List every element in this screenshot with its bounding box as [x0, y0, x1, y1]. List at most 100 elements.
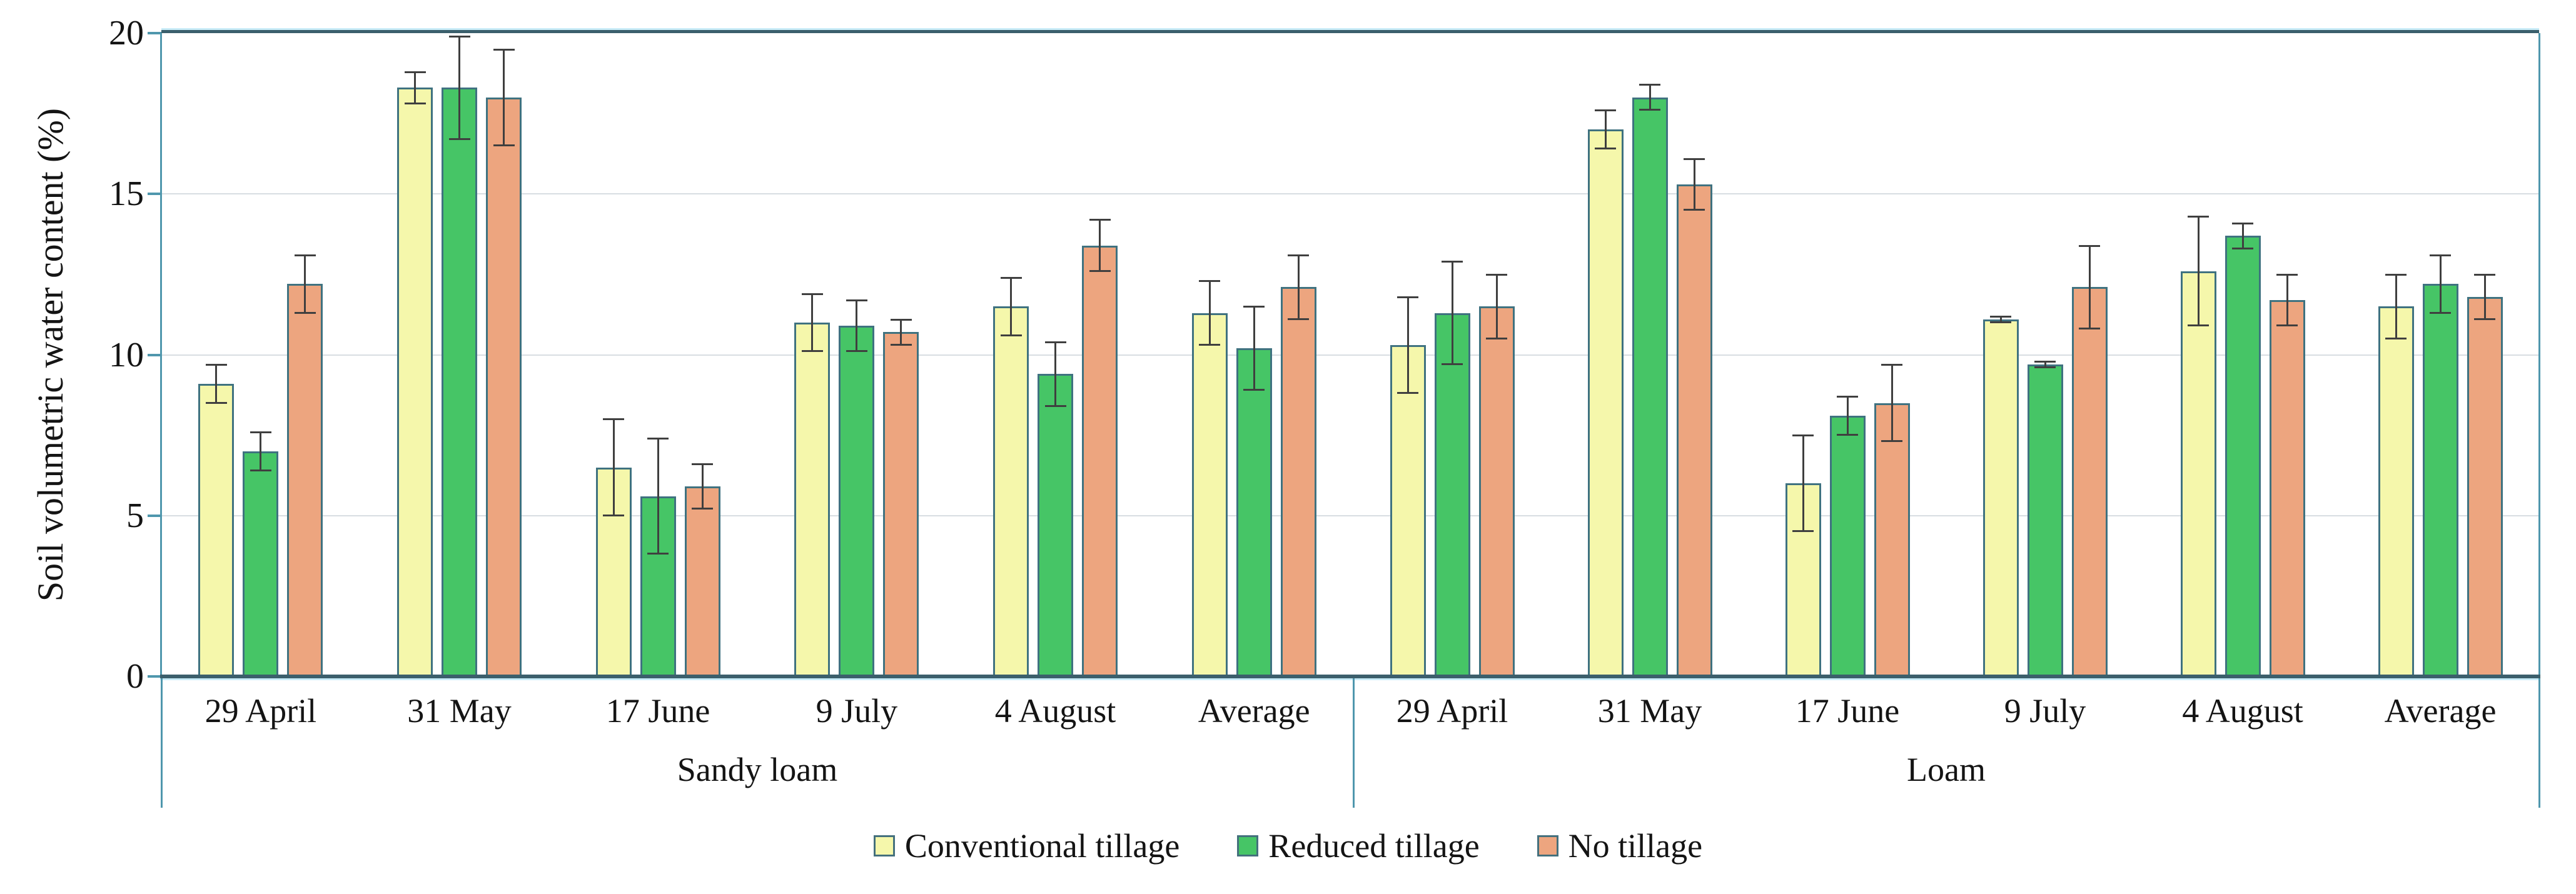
error-bar-cap — [1442, 261, 1463, 263]
y-tick-mark — [148, 514, 161, 517]
category-separator — [161, 676, 163, 808]
error-bar-cap — [448, 138, 470, 140]
y-tick-label: 5 — [126, 496, 144, 535]
error-bar-line — [458, 36, 460, 139]
error-bar-cap — [1486, 273, 1507, 276]
error-bar-cap — [2079, 244, 2100, 247]
error-bar-cap — [448, 36, 470, 38]
error-bar-line — [215, 364, 218, 403]
error-bar-cap — [1837, 434, 1858, 436]
error-bar-line — [1693, 158, 1695, 210]
error-bar-cap — [2474, 273, 2495, 276]
legend-swatch-reduced-tillage — [1237, 835, 1259, 856]
legend: Conventional tillage Reduced tillage No … — [0, 824, 2576, 868]
legend-label: Conventional tillage — [904, 827, 1180, 865]
error-bar-line — [1099, 219, 1101, 271]
error-bar-line — [304, 255, 306, 313]
bar — [2071, 287, 2108, 676]
section-label: Sandy loam — [677, 751, 838, 788]
error-bar-cap — [2385, 273, 2407, 276]
error-bar-line — [1407, 296, 1409, 394]
error-bar-line — [1891, 364, 1893, 442]
error-bar-cap — [603, 418, 625, 421]
error-bar-cap — [250, 469, 271, 471]
error-bar-line — [1495, 274, 1498, 339]
bar — [1632, 97, 1668, 676]
error-bar-line — [2395, 274, 2397, 339]
category-separator — [2538, 676, 2540, 808]
bar — [1676, 184, 1712, 676]
bar — [1280, 287, 1316, 676]
error-bar-cap — [647, 438, 669, 440]
bar — [442, 88, 477, 676]
legend-item-conventional-tillage: Conventional tillage — [873, 826, 1180, 865]
error-bar-cap — [801, 293, 823, 295]
x-tick-label: 29 April — [1396, 692, 1508, 730]
error-bar-line — [701, 464, 704, 510]
x-tick-label: 4 August — [2182, 692, 2303, 730]
bar — [1829, 416, 1866, 676]
error-bar-line — [1054, 341, 1056, 406]
gridline — [161, 354, 2539, 356]
error-bar-line — [2483, 274, 2486, 319]
category-separator — [1353, 676, 1355, 808]
error-bar-cap — [1199, 280, 1221, 283]
error-bar-line — [1208, 281, 1211, 346]
bar — [397, 88, 433, 676]
error-bar-cap — [250, 431, 271, 433]
error-bar-cap — [2430, 254, 2451, 256]
bar — [1082, 245, 1118, 676]
bar — [1478, 306, 1515, 676]
x-tick-label: 29 April — [205, 692, 317, 730]
error-bar-line — [657, 438, 659, 555]
section-label: Loam — [1907, 751, 1986, 788]
bar — [883, 332, 919, 676]
error-bar-line — [1649, 84, 1651, 111]
error-bar-line — [612, 419, 615, 516]
error-bar-cap — [692, 463, 714, 466]
x-tick-label: 17 June — [605, 692, 710, 730]
y-tick-mark — [148, 32, 161, 34]
error-bar-cap — [404, 103, 426, 105]
error-bar-cap — [2430, 311, 2451, 314]
y-tick-label: 15 — [109, 174, 144, 214]
error-bar-cap — [1000, 277, 1022, 279]
error-bar-cap — [2385, 337, 2407, 339]
error-bar-cap — [1990, 321, 2011, 324]
error-bar-cap — [1792, 530, 1814, 533]
error-bar-line — [2286, 274, 2288, 326]
error-bar-line — [1846, 396, 1849, 436]
error-bar-cap — [1044, 341, 1066, 343]
y-tick-mark — [148, 353, 161, 356]
bar — [684, 486, 720, 676]
x-tick-label: Average — [2384, 692, 2497, 730]
error-bar-cap — [846, 299, 867, 302]
x-tick-label: 9 July — [2004, 692, 2086, 730]
error-bar-line — [2241, 223, 2244, 249]
error-bar-cap — [493, 144, 515, 147]
error-bar-cap — [1684, 208, 1705, 211]
error-bar-line — [811, 293, 814, 352]
x-axis-accent — [160, 678, 2540, 680]
plot-border-top-accent — [161, 28, 2539, 30]
error-bar-cap — [1089, 269, 1111, 272]
error-bar-line — [414, 71, 416, 104]
bar — [2378, 306, 2414, 676]
bar — [198, 383, 235, 676]
bar — [794, 323, 831, 676]
plot-border-left — [160, 33, 162, 676]
error-bar-line — [2044, 361, 2046, 368]
error-bar-cap — [2188, 324, 2209, 327]
legend-label: No tillage — [1568, 827, 1703, 865]
bar — [2180, 271, 2216, 676]
error-bar-cap — [2079, 328, 2100, 330]
error-bar-cap — [1595, 148, 1616, 150]
bar — [1191, 313, 1228, 676]
error-bar-cap — [1000, 334, 1022, 336]
error-bar-cap — [1288, 254, 1310, 256]
error-bar-cap — [2276, 273, 2298, 276]
error-bar-line — [1604, 110, 1607, 149]
error-bar-cap — [692, 508, 714, 510]
bar — [2467, 296, 2503, 676]
error-bar-cap — [1684, 158, 1705, 160]
